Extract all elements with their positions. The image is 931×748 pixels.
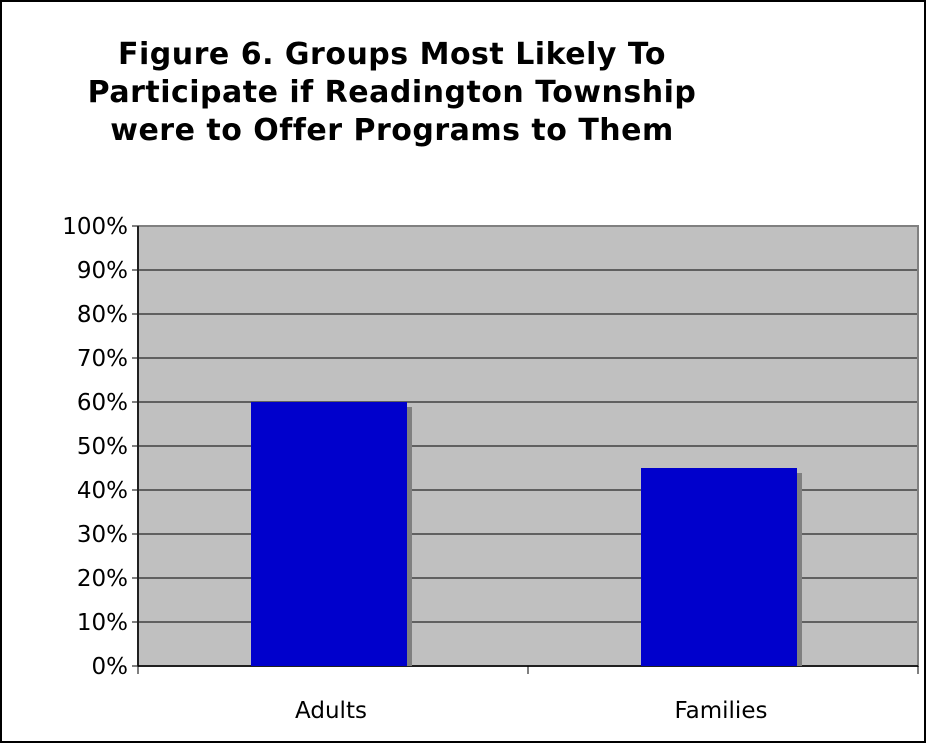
y-tick-label: 90% xyxy=(77,258,128,284)
chart-title-line-3: were to Offer Programs to Them xyxy=(110,113,674,148)
chart-title-line-2: Participate if Readington Township xyxy=(87,75,697,110)
y-tick-label: 80% xyxy=(77,302,128,328)
bar-adults xyxy=(251,402,407,666)
y-tick-label: 60% xyxy=(77,390,128,416)
y-tick-label: 10% xyxy=(77,610,128,636)
y-tick-label: 50% xyxy=(77,434,128,460)
x-tick-label: Families xyxy=(675,698,768,724)
bar-families xyxy=(641,468,797,666)
x-tick-label: Adults xyxy=(295,698,367,724)
chart-title: Figure 6. Groups Most Likely To Particip… xyxy=(62,36,722,150)
chart-title-line-1: Figure 6. Groups Most Likely To xyxy=(118,37,666,72)
y-tick-label: 40% xyxy=(77,478,128,504)
y-tick-label: 100% xyxy=(62,214,128,240)
y-tick-label: 20% xyxy=(77,566,128,592)
y-tick-label: 70% xyxy=(77,346,128,372)
y-tick-label: 0% xyxy=(92,654,129,680)
y-tick-label: 30% xyxy=(77,522,128,548)
